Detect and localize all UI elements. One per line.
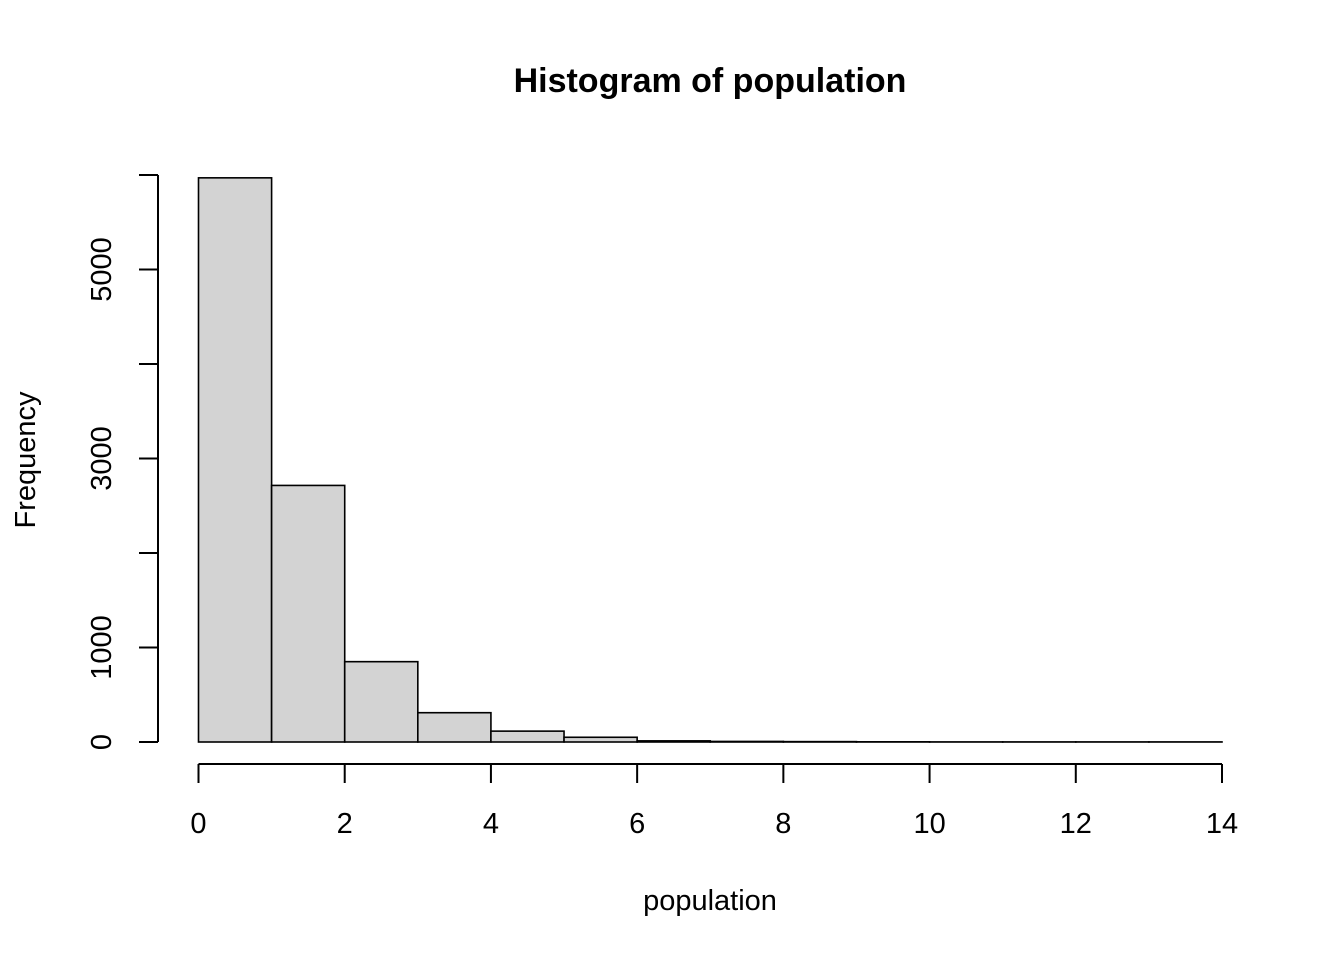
histogram-bar-1 xyxy=(270,484,346,743)
y-tick-label: 1000 xyxy=(86,615,118,680)
histogram-bar-4 xyxy=(490,730,565,743)
histogram-bar-2 xyxy=(343,660,419,743)
x-tick-label: 4 xyxy=(483,808,499,840)
x-tick-label: 2 xyxy=(337,808,353,840)
histogram-bar-0 xyxy=(197,177,273,743)
y-tick-label: 5000 xyxy=(86,237,118,302)
x-axis-label: population xyxy=(643,885,777,917)
x-tick-label: 14 xyxy=(1206,808,1238,840)
histogram-bar-3 xyxy=(417,711,492,743)
histogram-bar-7 xyxy=(709,740,785,743)
x-tick-label: 0 xyxy=(190,808,206,840)
chart-title: Histogram of population xyxy=(514,62,907,100)
x-tick-label: 12 xyxy=(1060,808,1092,840)
x-tick-label: 6 xyxy=(629,808,645,840)
bars-group xyxy=(197,177,1223,743)
histogram-bar-6 xyxy=(636,740,712,743)
x-tick-label: 10 xyxy=(913,808,945,840)
histogram-bar-5 xyxy=(563,736,638,743)
x-tick-label: 8 xyxy=(775,808,791,840)
y-axis-label: Frequency xyxy=(10,391,42,529)
y-tick-label: 0 xyxy=(86,734,118,750)
x-axis: 0 2 4 6 8 10 12 14 xyxy=(190,763,1238,840)
y-tick-label: 3000 xyxy=(86,426,118,491)
y-axis: 0 1000 3000 5000 xyxy=(86,174,159,750)
